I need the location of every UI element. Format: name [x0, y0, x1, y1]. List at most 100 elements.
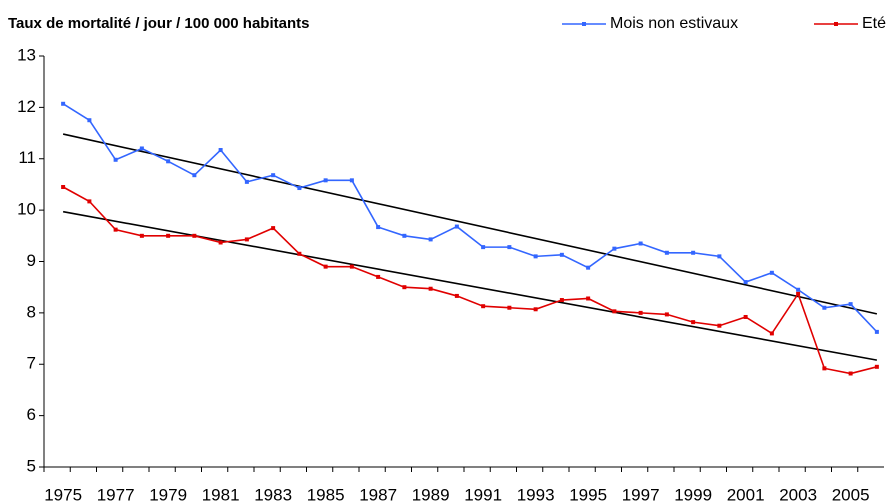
point	[586, 296, 591, 301]
x-tick-label: 1987	[359, 485, 397, 504]
point	[769, 331, 774, 336]
point	[113, 227, 118, 232]
point	[166, 233, 171, 238]
point	[796, 287, 801, 292]
series-line	[62, 103, 878, 333]
x-tick-label: 1993	[517, 485, 555, 504]
point	[402, 285, 407, 290]
legend-label: Eté	[862, 15, 886, 32]
point	[139, 146, 144, 151]
point	[638, 310, 643, 315]
x-tick-label: 1979	[149, 485, 187, 504]
point	[218, 148, 223, 153]
y-tick-label: 9	[27, 251, 36, 270]
point	[481, 304, 486, 309]
point	[349, 264, 354, 269]
point	[323, 178, 328, 183]
point	[61, 185, 66, 190]
x-tick-label: 1999	[674, 485, 712, 504]
point	[717, 323, 722, 328]
series-line	[62, 186, 878, 375]
point	[61, 101, 66, 106]
x-tick-label: 2003	[779, 485, 817, 504]
point	[139, 233, 144, 238]
point	[822, 305, 827, 310]
y-tick-label: 13	[17, 45, 36, 64]
point	[664, 250, 669, 255]
point	[638, 241, 643, 246]
point	[271, 173, 276, 178]
legend-label: Mois non estivaux	[610, 15, 738, 32]
point	[376, 274, 381, 279]
point	[612, 309, 617, 314]
point	[769, 270, 774, 275]
point	[87, 118, 92, 123]
x-tick-label: 1985	[307, 485, 345, 504]
point	[481, 245, 486, 250]
point	[874, 329, 879, 334]
y-tick-label: 6	[27, 405, 36, 424]
x-tick-label: 1981	[202, 485, 240, 504]
y-tick-label: 10	[17, 200, 36, 219]
point	[297, 186, 302, 191]
x-tick-label: 1989	[412, 485, 450, 504]
y-tick-label: 8	[27, 302, 36, 321]
point	[717, 254, 722, 259]
point	[244, 179, 249, 184]
point	[848, 302, 853, 307]
point	[848, 371, 853, 376]
point	[559, 252, 564, 257]
point	[533, 254, 538, 259]
x-tick-label: 2005	[832, 485, 870, 504]
point	[691, 320, 696, 325]
point	[113, 157, 118, 162]
y-tick-label: 11	[18, 148, 36, 167]
point	[612, 246, 617, 251]
point	[507, 305, 512, 310]
x-tick-label: 1977	[97, 485, 135, 504]
point	[796, 291, 801, 296]
point	[428, 237, 433, 242]
legend-marker	[582, 22, 586, 26]
chart-title: Taux de mortalité / jour / 100 000 habit…	[8, 15, 309, 32]
x-tick-label: 1995	[569, 485, 607, 504]
point	[297, 251, 302, 256]
legend-marker	[834, 22, 838, 26]
point	[533, 307, 538, 312]
point	[454, 293, 459, 298]
x-tick-label: 1983	[254, 485, 292, 504]
trend-line	[62, 133, 878, 315]
point	[874, 364, 879, 369]
point	[822, 366, 827, 371]
point	[664, 312, 669, 317]
point	[244, 237, 249, 242]
point	[349, 178, 354, 183]
point	[586, 265, 591, 270]
point	[507, 245, 512, 250]
point	[559, 298, 564, 303]
x-tick-label: 1975	[44, 485, 82, 504]
point	[271, 226, 276, 231]
point	[402, 233, 407, 238]
trend-line	[62, 210, 878, 361]
point	[218, 240, 223, 245]
point	[192, 233, 197, 238]
point	[87, 199, 92, 204]
point	[192, 173, 197, 178]
x-tick-label: 2001	[727, 485, 765, 504]
point	[428, 286, 433, 291]
x-tick-label: 1991	[464, 485, 502, 504]
y-tick-label: 7	[27, 354, 36, 373]
point	[376, 225, 381, 230]
x-tick-label: 1997	[622, 485, 660, 504]
y-tick-label: 12	[17, 97, 36, 116]
y-tick-label: 5	[27, 456, 36, 475]
point	[691, 250, 696, 255]
point	[323, 264, 328, 269]
point	[743, 280, 748, 285]
point	[454, 224, 459, 229]
point	[743, 314, 748, 319]
point	[166, 159, 171, 164]
